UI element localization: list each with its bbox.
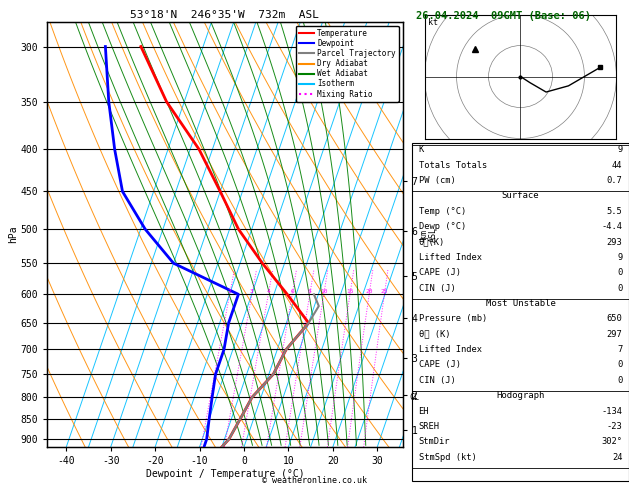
- Text: 20: 20: [365, 289, 373, 295]
- Text: Pressure (mb): Pressure (mb): [418, 314, 487, 323]
- Text: Surface: Surface: [502, 191, 539, 201]
- Text: kt: kt: [428, 18, 438, 27]
- Text: Mixing Ratio (g/kg): Mixing Ratio (g/kg): [426, 187, 435, 282]
- Text: -134: -134: [601, 406, 623, 416]
- Text: CIN (J): CIN (J): [418, 284, 455, 293]
- Text: 9: 9: [617, 253, 623, 262]
- Text: 0: 0: [617, 284, 623, 293]
- Text: 302°: 302°: [601, 437, 623, 446]
- Text: StmSpd (kt): StmSpd (kt): [418, 452, 476, 462]
- Text: Lifted Index: Lifted Index: [418, 253, 482, 262]
- Text: EH: EH: [418, 406, 429, 416]
- Text: 293: 293: [607, 238, 623, 246]
- FancyBboxPatch shape: [412, 143, 629, 481]
- Text: SREH: SREH: [418, 422, 440, 431]
- Text: θᴁ (K): θᴁ (K): [418, 330, 450, 339]
- Text: Totals Totals: Totals Totals: [418, 161, 487, 170]
- Text: 6: 6: [291, 289, 294, 295]
- Y-axis label: hPa: hPa: [8, 226, 18, 243]
- Text: StmDir: StmDir: [418, 437, 450, 446]
- Text: 0.7: 0.7: [607, 176, 623, 185]
- Text: 8: 8: [308, 289, 312, 295]
- Text: 0: 0: [617, 376, 623, 385]
- Text: 44: 44: [612, 161, 623, 170]
- Text: 25: 25: [381, 289, 388, 295]
- Text: Lifted Index: Lifted Index: [418, 345, 482, 354]
- Text: 297: 297: [607, 330, 623, 339]
- Text: 4: 4: [267, 289, 270, 295]
- Text: 2: 2: [228, 289, 231, 295]
- Text: K: K: [418, 145, 424, 155]
- Text: θᴁ(K): θᴁ(K): [418, 238, 445, 246]
- Text: 9: 9: [617, 145, 623, 155]
- Text: 3: 3: [250, 289, 254, 295]
- Legend: Temperature, Dewpoint, Parcel Trajectory, Dry Adiabat, Wet Adiabat, Isotherm, Mi: Temperature, Dewpoint, Parcel Trajectory…: [296, 26, 399, 102]
- Text: 0: 0: [617, 361, 623, 369]
- Text: 24: 24: [612, 452, 623, 462]
- Text: Hodograph: Hodograph: [496, 391, 545, 400]
- Text: CIN (J): CIN (J): [418, 376, 455, 385]
- Text: 7: 7: [617, 345, 623, 354]
- Text: Most Unstable: Most Unstable: [486, 299, 555, 308]
- Text: CL: CL: [409, 393, 420, 401]
- Text: Temp (°C): Temp (°C): [418, 207, 465, 216]
- Text: 15: 15: [346, 289, 353, 295]
- Text: 5.5: 5.5: [607, 207, 623, 216]
- Text: CAPE (J): CAPE (J): [418, 268, 460, 278]
- Text: -4.4: -4.4: [601, 222, 623, 231]
- Text: 10: 10: [320, 289, 328, 295]
- X-axis label: Dewpoint / Temperature (°C): Dewpoint / Temperature (°C): [145, 469, 304, 479]
- Text: © weatheronline.co.uk: © weatheronline.co.uk: [262, 476, 367, 485]
- Text: 0: 0: [617, 268, 623, 278]
- Title: 53°18'N  246°35'W  732m  ASL: 53°18'N 246°35'W 732m ASL: [130, 10, 320, 20]
- Text: Dewp (°C): Dewp (°C): [418, 222, 465, 231]
- Text: CAPE (J): CAPE (J): [418, 361, 460, 369]
- Y-axis label: km
ASL: km ASL: [419, 227, 438, 242]
- Text: -23: -23: [607, 422, 623, 431]
- Text: 650: 650: [607, 314, 623, 323]
- Text: 26.04.2024  09GMT (Base: 06): 26.04.2024 09GMT (Base: 06): [416, 11, 591, 21]
- Text: PW (cm): PW (cm): [418, 176, 455, 185]
